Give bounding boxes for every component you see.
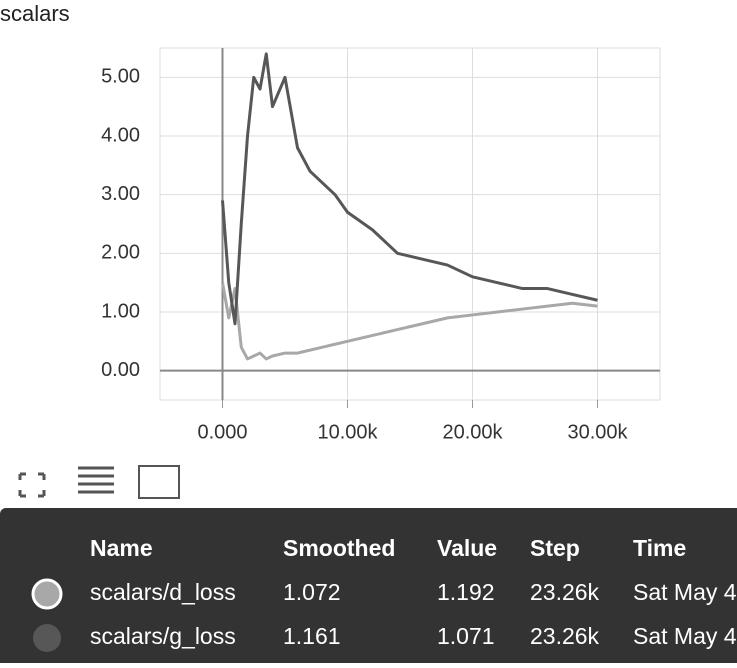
y-tick-label: 0.00 xyxy=(101,359,140,381)
tooltip-header: Name xyxy=(90,535,153,561)
tooltip-header: Smoothed xyxy=(283,535,395,561)
tooltip-cell: 1.161 xyxy=(283,623,341,649)
tooltip: Name Smoothed Value Step Time scalars/d_loss 1… xyxy=(31,535,737,652)
log-scale-button[interactable] xyxy=(78,466,114,494)
tooltip-name: scalars/g_loss xyxy=(90,623,236,649)
y-tick-label: 5.00 xyxy=(101,66,140,88)
plot-border xyxy=(159,47,661,401)
tooltip-cell: 1.072 xyxy=(283,579,341,605)
page-title: scalars xyxy=(0,1,70,26)
series-line xyxy=(221,282,598,361)
tooltip-cell: 1.071 xyxy=(437,623,495,649)
x-tick-label: 30.00k xyxy=(567,421,628,443)
fit-domain-button[interactable] xyxy=(138,465,180,499)
x-tick-label: 10.00k xyxy=(317,421,378,443)
plot: 0.00 1.00 2.00 3.00 4.00 5.00 0.000 10.00k 20.00… xyxy=(101,47,661,443)
tooltip-box xyxy=(0,508,737,668)
tooltip-cell: Sat May 4 xyxy=(633,623,737,649)
y-tick-label: 2.00 xyxy=(101,242,140,264)
tooltip-header: Value xyxy=(437,535,497,561)
tooltip-name: scalars/d_loss xyxy=(90,579,236,605)
x-tick-label: 20.00k xyxy=(442,421,503,443)
tooltip-header: Time xyxy=(633,535,686,561)
fullscreen-button[interactable] xyxy=(18,472,46,498)
series-swatch xyxy=(31,578,63,610)
toolbar xyxy=(18,465,180,499)
tooltip-header: Step xyxy=(530,535,580,561)
y-tick-label: 4.00 xyxy=(101,124,140,146)
y-tick-label: 1.00 xyxy=(101,300,140,322)
series-line xyxy=(221,52,598,326)
tooltip-cell: 1.192 xyxy=(437,579,495,605)
series-swatch xyxy=(33,624,61,652)
tooltip-cell: Sat May 4 xyxy=(633,579,737,605)
tooltip-cell: 23.26k xyxy=(530,623,600,649)
tooltip-cell: 23.26k xyxy=(530,579,600,605)
x-tick-label: 0.000 xyxy=(197,421,247,443)
y-tick-label: 3.00 xyxy=(101,183,140,205)
